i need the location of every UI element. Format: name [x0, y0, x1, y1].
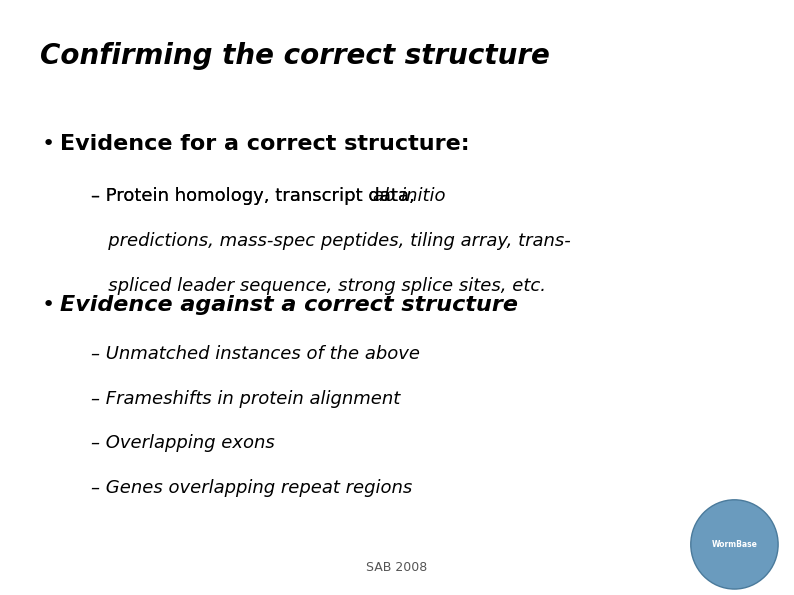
Text: Evidence for a correct structure:: Evidence for a correct structure: [60, 134, 469, 154]
Ellipse shape [691, 500, 778, 589]
Text: predictions, mass-spec peptides, tiling array, trans-: predictions, mass-spec peptides, tiling … [91, 232, 571, 250]
Text: spliced leader sequence, strong splice sites, etc.: spliced leader sequence, strong splice s… [91, 277, 546, 295]
Text: SAB 2008: SAB 2008 [366, 561, 428, 574]
Text: •: • [41, 134, 55, 154]
Text: •: • [41, 295, 55, 315]
Text: ab initio: ab initio [373, 187, 445, 205]
Text: – Genes overlapping repeat regions: – Genes overlapping repeat regions [91, 479, 413, 497]
Text: Evidence against a correct structure: Evidence against a correct structure [60, 295, 518, 315]
Text: WormBase: WormBase [711, 540, 757, 549]
Text: – Protein homology, transcript data,: – Protein homology, transcript data, [91, 187, 421, 205]
Text: – Overlapping exons: – Overlapping exons [91, 434, 275, 452]
Text: – Unmatched instances of the above: – Unmatched instances of the above [91, 345, 420, 363]
Text: Confirming the correct structure: Confirming the correct structure [40, 42, 549, 70]
Text: – Protein homology, transcript data,: – Protein homology, transcript data, [91, 187, 421, 205]
Text: – Frameshifts in protein alignment: – Frameshifts in protein alignment [91, 390, 400, 408]
